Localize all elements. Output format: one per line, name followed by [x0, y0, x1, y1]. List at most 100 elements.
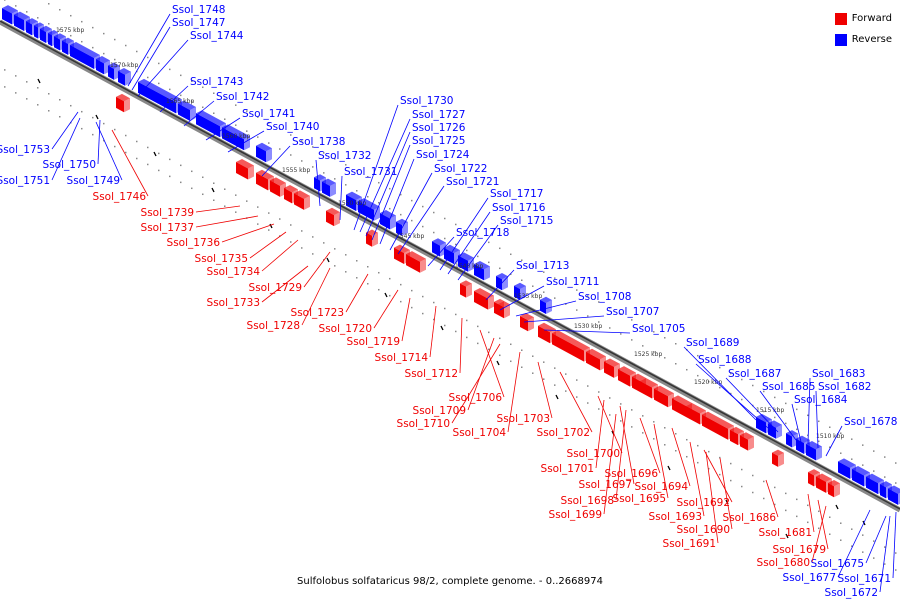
gene-label: Ssol_1684 [791, 394, 848, 447]
svg-text:Ssol_1684: Ssol_1684 [794, 394, 848, 406]
svg-text:Ssol_1734: Ssol_1734 [207, 266, 261, 278]
gene-label: Ssol_1681 [759, 493, 815, 539]
gene-arrow [604, 358, 620, 378]
gene-arrow [496, 272, 508, 291]
svg-text:Ssol_1707: Ssol_1707 [606, 306, 659, 318]
svg-text:Ssol_1737: Ssol_1737 [141, 222, 194, 234]
genome-axis-core [0, 20, 900, 510]
gene-label: Ssol_1697 [579, 405, 635, 491]
gene-label: Ssol_1678 [825, 416, 897, 457]
gene-label: Ssol_1672 [825, 515, 891, 599]
legend-item-forward: Forward [834, 8, 892, 29]
gene-label: Ssol_1742 [183, 91, 269, 127]
gene-label: Ssol_1724 [379, 149, 470, 245]
svg-text:Ssol_1732: Ssol_1732 [318, 150, 371, 162]
svg-text:Ssol_1679: Ssol_1679 [773, 544, 826, 556]
svg-text:Ssol_1680: Ssol_1680 [757, 557, 810, 569]
gene-label: Ssol_1726 [365, 122, 466, 237]
svg-text:Ssol_1681: Ssol_1681 [759, 527, 812, 539]
svg-text:Ssol_1692: Ssol_1692 [677, 497, 730, 509]
gene-label: Ssol_1749 [67, 121, 123, 187]
tick-label: 1575 kbp [56, 27, 84, 34]
svg-text:Ssol_1706: Ssol_1706 [449, 392, 503, 404]
svg-text:Ssol_1683: Ssol_1683 [812, 368, 865, 380]
gene-label: Ssol_1714 [375, 305, 437, 364]
gene-label: Ssol_1693 [649, 441, 705, 523]
gene-label: Ssol_1736 [167, 223, 275, 249]
gene-label: Ssol_1753 [0, 111, 79, 156]
tick-label: 1520 kbp [694, 379, 722, 386]
svg-text:Ssol_1725: Ssol_1725 [412, 135, 465, 147]
gene-label: Ssol_1692 [677, 449, 733, 509]
svg-text:Ssol_1715: Ssol_1715 [500, 215, 553, 227]
svg-text:Ssol_1720: Ssol_1720 [319, 323, 372, 335]
gene-label: Ssol_1679 [773, 499, 829, 556]
tick-label: 1515 kbp [756, 407, 784, 414]
svg-text:Ssol_1739: Ssol_1739 [141, 207, 194, 219]
gene-label: Ssol_1747 [131, 17, 225, 91]
gene-label: Ssol_1707 [523, 306, 659, 323]
gene-label: Ssol_1706 [449, 329, 505, 404]
gene-label: Ssol_1712 [405, 317, 463, 380]
svg-text:Ssol_1719: Ssol_1719 [347, 336, 400, 348]
svg-text:Ssol_1738: Ssol_1738 [292, 136, 345, 148]
gene-arrow [116, 93, 130, 113]
gene-label: Ssol_1680 [757, 505, 827, 569]
gene-arrow [460, 280, 472, 298]
svg-text:Ssol_1698: Ssol_1698 [561, 495, 614, 507]
svg-text:Ssol_1677: Ssol_1677 [783, 572, 836, 584]
gene-label: Ssol_1687 [725, 368, 781, 433]
gene-label: Ssol_1671 [838, 511, 897, 585]
svg-text:Ssol_1722: Ssol_1722 [434, 163, 487, 175]
gene-label: Ssol_1702 [537, 371, 593, 439]
gene-label: Ssol_1705 [543, 323, 685, 335]
gene-label: Ssol_1733 [207, 265, 309, 309]
svg-text:Ssol_1708: Ssol_1708 [578, 291, 631, 303]
gene-arrow [586, 348, 606, 371]
svg-text:Ssol_1695: Ssol_1695 [613, 493, 666, 505]
gene-label: Ssol_1751 [0, 117, 81, 187]
gene-arrow [768, 420, 782, 439]
svg-text:Ssol_1740: Ssol_1740 [266, 121, 319, 133]
ruler-dots [4, 0, 897, 571]
gene-arrow [326, 207, 340, 227]
svg-text:Ssol_1736: Ssol_1736 [167, 237, 221, 249]
svg-text:Ssol_1699: Ssol_1699 [549, 509, 602, 521]
svg-text:Ssol_1697: Ssol_1697 [579, 479, 632, 491]
gene-arrow [540, 296, 552, 315]
svg-text:Ssol_1741: Ssol_1741 [242, 108, 295, 120]
gene-arrow [888, 485, 900, 505]
svg-text:Ssol_1746: Ssol_1746 [93, 191, 147, 203]
gene-label: Ssol_1689 [683, 337, 757, 421]
gene-arrow [772, 449, 784, 467]
svg-text:Ssol_1675: Ssol_1675 [811, 558, 864, 570]
gene-label: Ssol_1677 [783, 509, 871, 584]
tick-label: 1535 kbp [514, 293, 542, 300]
svg-text:Ssol_1727: Ssol_1727 [412, 109, 465, 121]
svg-text:Ssol_1729: Ssol_1729 [249, 282, 302, 294]
gene-label: Ssol_1740 [227, 121, 319, 153]
svg-text:Ssol_1728: Ssol_1728 [247, 320, 300, 332]
gene-label: Ssol_1694 [635, 427, 691, 493]
svg-text:Ssol_1716: Ssol_1716 [492, 202, 546, 214]
gene-label: Ssol_1728 [247, 267, 331, 332]
gene-arrow [406, 251, 426, 273]
tick-label: 1550 kbp [338, 200, 366, 207]
svg-text:Ssol_1718: Ssol_1718 [456, 227, 509, 239]
gene-label: Ssol_1703 [497, 361, 553, 425]
genome-caption: Sulfolobus solfataricus 98/2, complete g… [297, 576, 603, 587]
svg-text:Ssol_1690: Ssol_1690 [677, 524, 730, 536]
legend-item-reverse: Reverse [834, 29, 892, 50]
gene-label: Ssol_1675 [811, 515, 887, 570]
legend: Forward Reverse [834, 8, 892, 50]
gene-arrow [118, 67, 131, 86]
gene-label: Ssol_1695 [613, 423, 669, 505]
tick-label: 1530 kbp [574, 323, 602, 330]
kbp-ticks: 1575 kbp 1570 kbp 1565 kbp 1560 kbp 1555 kbp… [56, 27, 844, 440]
svg-text:Ssol_1712: Ssol_1712 [405, 368, 458, 380]
gene-label: Ssol_1725 [371, 135, 465, 241]
legend-label-forward: Forward [851, 13, 892, 24]
svg-text:Ssol_1735: Ssol_1735 [195, 253, 248, 265]
gene-arrow [256, 142, 272, 163]
